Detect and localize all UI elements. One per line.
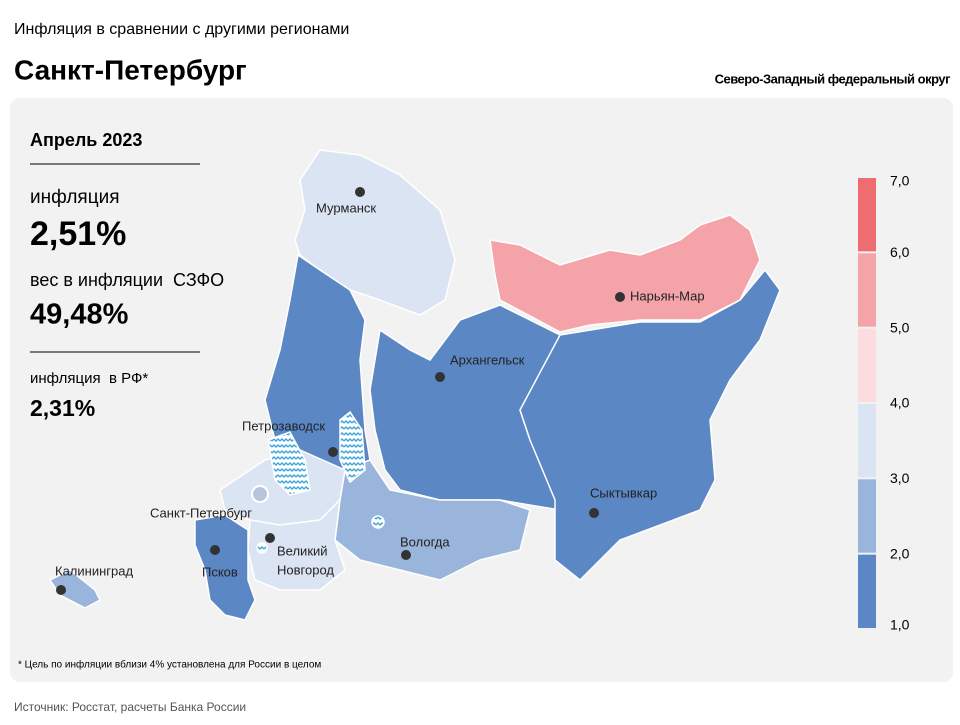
region-komi [519, 268, 781, 582]
inflation-label: инфляция [30, 187, 119, 208]
legend-tick-label: 4,0 [890, 395, 910, 411]
legend-tick-label: 2,0 [890, 545, 910, 561]
city-label: Архангельск [450, 352, 525, 367]
city-dot [355, 187, 365, 197]
lake-ladoga [267, 431, 311, 496]
city-label: Сыктывкар [590, 485, 657, 500]
city-label: Калининград [55, 563, 133, 578]
header-title: Инфляция в сравнении с другими регионами [14, 21, 349, 38]
region-title: Санкт-Петербург [14, 54, 247, 85]
city-label: Санкт-Петербург [150, 505, 252, 520]
city-dot [435, 372, 445, 382]
inflation-value: 2,51% [30, 215, 126, 253]
legend-band [858, 328, 876, 402]
city-dot [589, 508, 599, 518]
city-label: Великий [277, 543, 328, 558]
city-label: Мурманск [316, 200, 376, 215]
legend-band [858, 554, 876, 628]
legend-band [858, 404, 876, 478]
map [48, 149, 781, 621]
city-label: Нарьян-Мар [630, 288, 705, 303]
legend-tick-label: 3,0 [890, 470, 910, 486]
city-label: Новгород [277, 562, 334, 577]
lake-beloye [371, 515, 385, 529]
region-pskov [194, 514, 256, 621]
city-dots [56, 187, 625, 595]
legend-tick-label: 7,0 [890, 173, 910, 189]
source: Источник: Росстат, расчеты Банка России [14, 700, 246, 714]
legend-tick-label: 6,0 [890, 244, 910, 260]
legend-band [858, 479, 876, 553]
period: Апрель 2023 [30, 130, 142, 150]
city-dot [210, 545, 220, 555]
legend-tick-label: 5,0 [890, 319, 910, 335]
city-label: Псков [202, 564, 238, 579]
legend-tick-label: 1,0 [890, 617, 910, 633]
rf-label: инфляция в РФ* [30, 370, 148, 387]
city-label: Петрозаводск [242, 418, 325, 433]
city-label: Вологда [400, 534, 450, 549]
weight-value: 49,48% [30, 299, 129, 331]
legend-band [858, 253, 876, 327]
city-dot [56, 585, 66, 595]
weight-label: вес в инфляции СЗФО [30, 270, 224, 290]
spb-dot [251, 485, 269, 503]
city-dot [328, 447, 338, 457]
region-nao [489, 214, 761, 333]
region-kaliningrad [48, 569, 101, 609]
footnote: * Цель по инфляции вблизи 4% установлена… [18, 659, 321, 671]
district: Северо-Западный федеральный округ [715, 71, 951, 86]
region-murmansk [294, 149, 456, 316]
city-dot [615, 292, 625, 302]
legend: 1,0 2,0 3,0 4,0 5,0 6,0 7,0 [858, 173, 910, 633]
rf-value: 2,31% [30, 395, 95, 421]
legend-band [858, 178, 876, 252]
city-dot [265, 533, 275, 543]
city-dot [401, 550, 411, 560]
region-vologda [334, 459, 531, 581]
lake-ilmen [256, 542, 268, 554]
region-novgorod [247, 497, 346, 591]
lake-onega [339, 410, 366, 484]
